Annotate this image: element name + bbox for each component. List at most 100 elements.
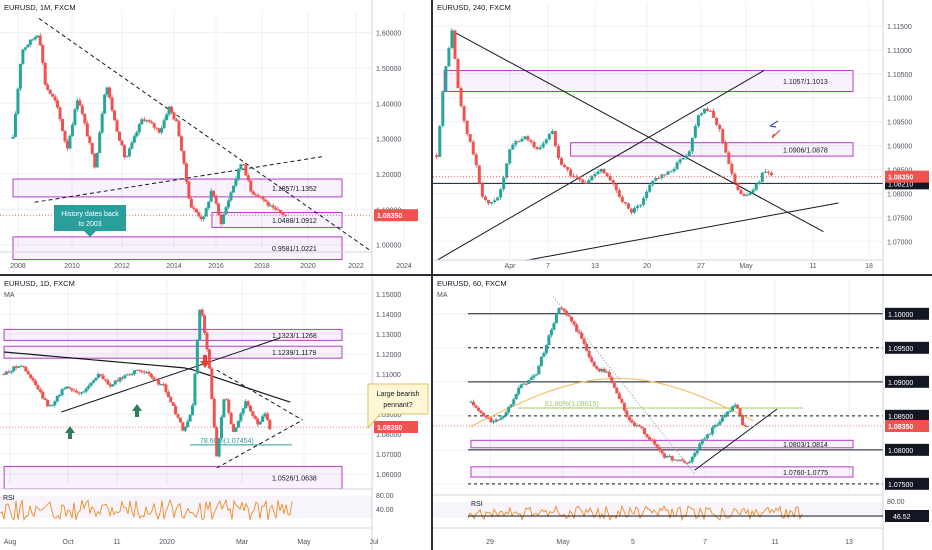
candle-body bbox=[651, 180, 655, 185]
candle-body bbox=[578, 177, 582, 180]
candle-body bbox=[693, 453, 697, 457]
candle-body bbox=[544, 345, 548, 353]
level-badge-text: 1.09500 bbox=[888, 346, 913, 353]
candle-body bbox=[50, 405, 54, 407]
candle-body bbox=[544, 139, 548, 144]
pennant-callout: Large bearish pennant? bbox=[367, 383, 429, 430]
candle-body bbox=[209, 190, 213, 202]
candle-body bbox=[739, 190, 743, 195]
candle-body bbox=[678, 159, 682, 163]
horizontal-divider[interactable] bbox=[0, 274, 932, 276]
candle-body bbox=[684, 155, 688, 158]
candle-body bbox=[132, 136, 136, 143]
candle-body bbox=[137, 369, 141, 371]
candle-body bbox=[197, 212, 201, 217]
candle-body bbox=[212, 190, 216, 196]
candle-body bbox=[36, 35, 40, 37]
chart-panel-hourly[interactable]: 1.0803/1.0814 1.0760-1.0775 61.80%(1.08615… bbox=[433, 276, 932, 550]
callout-line-2: to 2003 bbox=[78, 221, 101, 228]
candle-body bbox=[640, 426, 644, 429]
candle-body bbox=[497, 419, 501, 421]
candle-body bbox=[150, 121, 154, 124]
chart-panel-monthly[interactable]: 1.1857/1.1352 1.0488/1.0912 0.9581/1.0221 1… bbox=[0, 0, 431, 274]
candle-body bbox=[508, 149, 512, 164]
candle-body bbox=[482, 412, 486, 416]
candle-body bbox=[33, 36, 37, 40]
candle-body bbox=[23, 47, 27, 50]
candle-body bbox=[529, 140, 533, 142]
level-badge bbox=[885, 443, 929, 456]
candle-body bbox=[617, 393, 621, 399]
candle-body bbox=[657, 177, 661, 179]
four-hour-chart-svg[interactable]: 1.1057/1.1013 1.0906/1.0878 1.08210 1.11500… bbox=[433, 0, 932, 274]
candle-body bbox=[65, 386, 69, 389]
candle-body bbox=[559, 158, 563, 165]
candle-body bbox=[760, 172, 764, 182]
candle-body bbox=[239, 164, 243, 170]
candle-body bbox=[65, 141, 69, 149]
candle-body bbox=[123, 375, 127, 379]
time-tick-label: 7 bbox=[703, 539, 707, 546]
candle-body bbox=[718, 421, 722, 425]
candle-body bbox=[239, 413, 243, 421]
chart-panel-daily[interactable]: 1.1323/1.1268 1.1239/1.1179 1.0526/1.0638 7… bbox=[0, 276, 431, 550]
candle-body bbox=[582, 338, 586, 344]
candle-body bbox=[685, 462, 689, 464]
candle-body bbox=[623, 201, 627, 204]
candle-body bbox=[769, 172, 773, 175]
candle-body bbox=[46, 84, 50, 90]
candle-body bbox=[444, 66, 448, 92]
time-tick-label: 2010 bbox=[64, 263, 80, 270]
candle-body bbox=[509, 404, 513, 407]
hourly-chart-svg[interactable]: 1.0803/1.0814 1.0760-1.0775 61.80%(1.08615… bbox=[433, 276, 932, 550]
price-tick-label: 1.30000 bbox=[376, 137, 401, 144]
candle-body bbox=[602, 368, 606, 373]
candle-body bbox=[115, 120, 119, 132]
chart-panel-4h[interactable]: 1.1057/1.1013 1.0906/1.0878 1.08210 1.11500… bbox=[433, 0, 932, 274]
time-tick-label: 2022 bbox=[348, 263, 364, 270]
candle-body bbox=[246, 175, 250, 181]
monthly-chart-svg[interactable]: 1.1857/1.1352 1.0488/1.0912 0.9581/1.0221 1… bbox=[0, 0, 431, 274]
candle-body bbox=[547, 335, 551, 346]
time-tick-label: 11 bbox=[809, 263, 816, 270]
candle-body bbox=[663, 453, 667, 458]
candle-body bbox=[232, 424, 236, 432]
candle-body bbox=[14, 366, 18, 368]
level-badge-text: 1.10000 bbox=[888, 312, 913, 319]
level-badge-text: 1.09000 bbox=[888, 380, 913, 387]
candle-body bbox=[118, 131, 122, 141]
candle-body bbox=[36, 384, 40, 390]
candle-body bbox=[672, 168, 676, 172]
chart-subtitle: MA bbox=[4, 292, 15, 299]
candle-body bbox=[167, 106, 171, 115]
zone-box bbox=[12, 236, 343, 261]
candle-body bbox=[593, 173, 597, 177]
candle-body bbox=[91, 380, 95, 383]
candle-body bbox=[622, 402, 626, 411]
candle-body bbox=[645, 434, 649, 438]
candle-body bbox=[611, 180, 615, 185]
candle-body bbox=[517, 387, 521, 395]
daily-chart-svg[interactable]: 1.1323/1.1268 1.1239/1.1179 1.0526/1.0638 7… bbox=[0, 276, 431, 550]
zone-box bbox=[12, 178, 343, 198]
candle-body bbox=[600, 368, 604, 372]
zone-label: 1.0488/1.0912 bbox=[272, 218, 317, 225]
candle-body bbox=[269, 205, 273, 207]
candle-body bbox=[471, 401, 475, 406]
candle-body bbox=[95, 153, 99, 168]
candle-body bbox=[29, 374, 33, 378]
candle-body bbox=[625, 410, 629, 417]
candle-body bbox=[99, 374, 103, 376]
candle-body bbox=[70, 124, 74, 136]
candle-body bbox=[550, 131, 554, 134]
candle-body bbox=[174, 405, 178, 415]
candle-body bbox=[669, 171, 673, 173]
candle-body bbox=[127, 148, 131, 157]
grid-lines bbox=[0, 280, 375, 484]
candle-body bbox=[575, 176, 579, 178]
candle-body bbox=[106, 380, 110, 385]
zone-box bbox=[443, 69, 854, 93]
candle-body bbox=[204, 208, 208, 217]
candle-body bbox=[31, 39, 35, 41]
candle-body bbox=[162, 120, 166, 129]
